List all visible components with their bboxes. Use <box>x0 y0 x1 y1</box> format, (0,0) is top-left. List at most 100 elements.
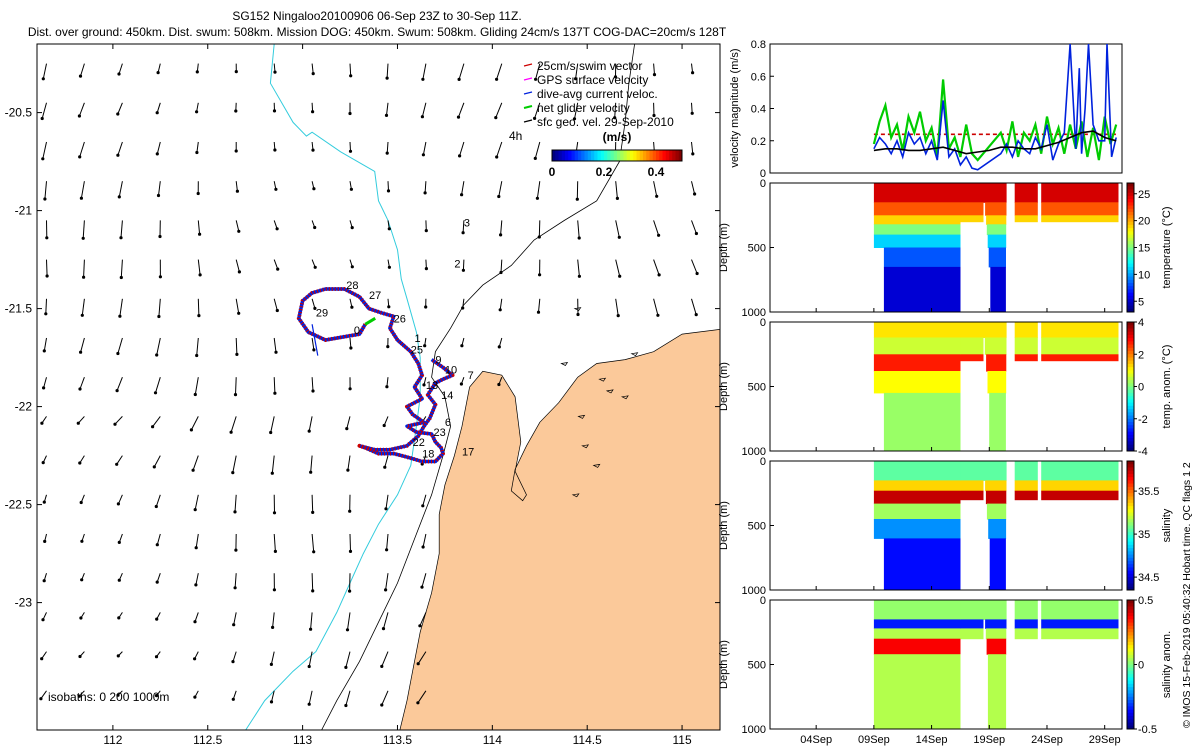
section-colorbar-cell <box>1127 670 1134 675</box>
sfc-vector-line <box>114 416 123 425</box>
sfc-vector-head <box>461 306 465 310</box>
section-cell <box>1014 183 1038 203</box>
sfc-vector-head <box>231 660 235 664</box>
section-colorbar-tick-label: 0.5 <box>1138 595 1153 607</box>
sfc-vector-line <box>349 337 352 349</box>
colorbar-cell <box>620 150 624 161</box>
sfc-vector-head <box>309 627 313 631</box>
sfc-vector-head <box>350 226 354 230</box>
sfc-vector-head <box>382 423 386 428</box>
section-colorbar-cell <box>1127 322 1134 326</box>
sfc-vector-line <box>43 377 47 389</box>
section-colorbar-cell <box>1127 557 1134 562</box>
sfc-vector-line <box>158 181 161 196</box>
sfc-vector-head <box>348 589 352 593</box>
sfc-vector-head <box>617 235 621 239</box>
sfc-vector-line <box>155 377 161 393</box>
sfc-vector-line <box>195 533 199 548</box>
section-colorbar-cell <box>1127 531 1134 536</box>
map-legend: 25cm/s swim vector GPS surface velocity … <box>509 59 683 179</box>
sfc-vector-head <box>420 585 424 589</box>
section-colorbar-cell <box>1127 308 1134 313</box>
sfc-vector-line <box>81 298 85 316</box>
sfc-vector-head <box>456 115 461 119</box>
sfc-vector-line <box>615 259 621 277</box>
sfc-vector-line <box>462 259 465 271</box>
sfc-vector-line <box>311 377 314 392</box>
sfc-vector-head <box>116 654 120 658</box>
section-cell <box>1014 490 1038 501</box>
sfc-vector-head <box>385 385 389 389</box>
sfc-vector-head <box>616 314 620 318</box>
sfc-vector-head <box>234 70 238 74</box>
section-cell <box>873 461 961 481</box>
sfc-vector-head <box>383 465 387 469</box>
section-colorbar-cell <box>1127 551 1134 555</box>
sfc-vector-head <box>269 430 273 435</box>
colorbar-cell <box>626 150 631 161</box>
section-colorbar-cell <box>1127 334 1134 339</box>
section-cell <box>1014 202 1038 216</box>
section-cell <box>1041 337 1119 355</box>
section-colorbar-cell <box>1127 286 1134 290</box>
sfc-vector-head <box>497 345 501 349</box>
sfc-vector-line <box>417 690 427 704</box>
sfc-vector-head <box>313 225 317 230</box>
velocity-y-tick-label: 0.2 <box>751 136 766 148</box>
sfc-vector-head <box>424 229 428 233</box>
y-tick-label: -20.5 <box>5 106 33 120</box>
sfc-vector-head <box>43 539 47 544</box>
section-colorbar-cell <box>1127 218 1134 223</box>
sfc-vector-line <box>498 181 503 197</box>
sfc-vector-head <box>380 664 384 669</box>
section-colorbar-cell <box>1127 231 1134 236</box>
section-colorbar-cell <box>1127 444 1134 449</box>
section-colorbar-cell <box>1127 257 1134 261</box>
section-colorbar-label: salinity <box>1161 508 1173 542</box>
section-cell <box>983 461 1007 481</box>
day-label: 23 <box>434 427 446 439</box>
velocity-y-tick-label: 0 <box>760 168 766 180</box>
sfc-vector-head <box>313 265 317 269</box>
section-ylabel: Depth (m) <box>718 640 730 689</box>
sfc-vector-line <box>653 63 655 75</box>
sfc-vector-head <box>387 305 391 309</box>
sfc-vector-line <box>422 63 427 80</box>
sfc-vector-line <box>425 729 426 730</box>
sfc-vector-head <box>422 383 426 387</box>
sfc-vector-head <box>271 739 274 742</box>
sfc-vector-line <box>197 220 201 235</box>
sfc-vector-head <box>233 510 237 514</box>
section-colorbar-cell <box>1127 241 1134 245</box>
section-colorbar-cell <box>1127 528 1134 533</box>
sfc-vector-head <box>191 468 195 472</box>
section-colorbar-cell <box>1127 431 1134 436</box>
sfc-vector-line <box>691 259 698 274</box>
section-colorbar-cell <box>1127 580 1134 584</box>
section-cell <box>1014 322 1038 338</box>
section-colorbar-cell <box>1127 586 1134 591</box>
sfc-vector-head <box>77 694 81 698</box>
sfc-vector-head <box>269 662 273 667</box>
section-cell <box>960 619 984 629</box>
sfc-vector-head <box>39 739 42 742</box>
sfc-vector-head <box>350 265 354 269</box>
colorbar-tick-label: 0 <box>549 165 556 179</box>
section-colorbar-label: temp. anom. (°C) <box>1161 345 1173 429</box>
sfc-vector-line <box>308 690 313 705</box>
colorbar-cell <box>636 150 641 161</box>
sfc-vector-line <box>235 298 240 314</box>
colorbar-cell <box>649 150 654 161</box>
sfc-vector-head <box>78 461 82 465</box>
sfc-vector-line <box>45 729 47 730</box>
section-cell <box>1041 461 1119 481</box>
sfc-vector-head <box>577 236 581 240</box>
x-tick-label: 112 <box>103 733 122 747</box>
sfc-vector-line <box>196 337 199 356</box>
y-tick-label: -21 <box>15 204 33 218</box>
sfc-vector-head <box>311 389 315 393</box>
velocity-axis: 0 0.2 0.4 0.6 0.8 <box>751 39 774 180</box>
sfc-vector-head <box>152 465 156 469</box>
y-tick-label: -22.5 <box>5 498 33 512</box>
